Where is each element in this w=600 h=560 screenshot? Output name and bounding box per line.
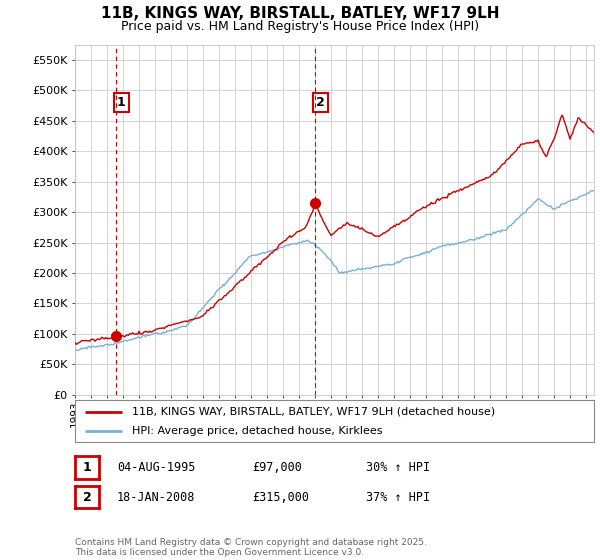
Text: 1: 1 [116, 96, 125, 109]
Text: 37% ↑ HPI: 37% ↑ HPI [366, 491, 430, 504]
Text: 04-AUG-1995: 04-AUG-1995 [117, 461, 196, 474]
Text: 2: 2 [83, 491, 91, 504]
Text: 30% ↑ HPI: 30% ↑ HPI [366, 461, 430, 474]
Text: 2: 2 [316, 96, 325, 109]
Text: Price paid vs. HM Land Registry's House Price Index (HPI): Price paid vs. HM Land Registry's House … [121, 20, 479, 32]
Text: HPI: Average price, detached house, Kirklees: HPI: Average price, detached house, Kirk… [132, 426, 383, 436]
Text: 11B, KINGS WAY, BIRSTALL, BATLEY, WF17 9LH: 11B, KINGS WAY, BIRSTALL, BATLEY, WF17 9… [101, 6, 499, 21]
Text: £97,000: £97,000 [252, 461, 302, 474]
Text: 18-JAN-2008: 18-JAN-2008 [117, 491, 196, 504]
Text: Contains HM Land Registry data © Crown copyright and database right 2025.
This d: Contains HM Land Registry data © Crown c… [75, 538, 427, 557]
Text: £315,000: £315,000 [252, 491, 309, 504]
Text: 1: 1 [83, 461, 91, 474]
Text: 11B, KINGS WAY, BIRSTALL, BATLEY, WF17 9LH (detached house): 11B, KINGS WAY, BIRSTALL, BATLEY, WF17 9… [132, 407, 495, 417]
